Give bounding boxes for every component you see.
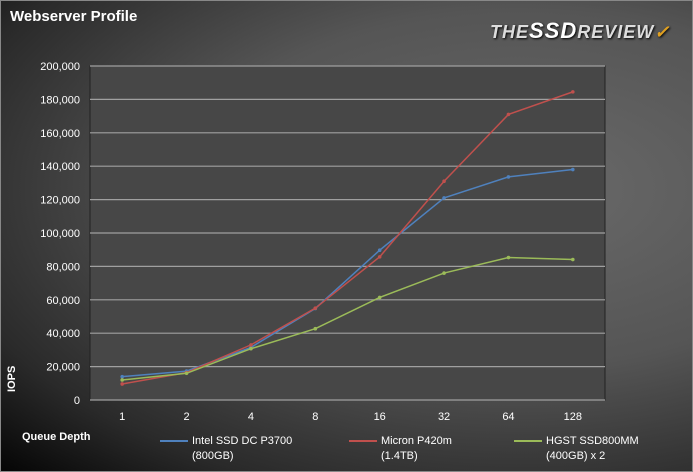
legend-item-intel: Intel SSD DC P3700 (800GB) [160, 434, 293, 464]
x-tick-label: 64 [502, 411, 514, 423]
data-point [249, 346, 253, 351]
x-tick-label: 8 [312, 411, 318, 423]
data-point [313, 306, 318, 310]
data-point [120, 382, 124, 386]
x-tick-label: 32 [438, 411, 450, 423]
data-point [442, 179, 446, 184]
data-point [249, 343, 253, 347]
chart-title: Webserver Profile [10, 8, 138, 25]
y-axis-label: IOPS [6, 365, 18, 392]
data-point [184, 371, 189, 376]
y-tick-label: 120,000 [40, 195, 80, 207]
data-point [442, 196, 446, 200]
x-axis-label: Queue Depth [22, 431, 91, 443]
data-point [377, 255, 382, 259]
legend-label: (400GB) x 2 [546, 450, 606, 462]
x-tick-label: 2 [184, 411, 190, 423]
legend-item-hgst: HGST SSD800MM (400GB) x 2 [514, 434, 639, 464]
logo: THESSDREVIEW✓ [490, 18, 671, 43]
series-line-1 [122, 91, 574, 385]
legend-label: (1.4TB) [381, 450, 418, 462]
data-point [506, 175, 511, 179]
legend-label: (800GB) [192, 450, 234, 462]
x-tick-label: 4 [248, 411, 254, 423]
y-tick-label: 40,000 [46, 328, 80, 340]
x-tick-label: 16 [374, 411, 386, 423]
y-tick-label: 200,000 [40, 61, 80, 73]
data-point [571, 167, 575, 172]
data-point [506, 112, 511, 117]
y-tick-label: 180,000 [40, 94, 80, 106]
data-point [120, 378, 124, 382]
data-point [377, 295, 382, 300]
legend-label: Micron P420m [381, 435, 452, 447]
y-tick-label: 100,000 [40, 228, 80, 240]
data-point [377, 248, 382, 253]
y-tick-label: 160,000 [40, 128, 80, 140]
data-point [120, 374, 124, 379]
y-tick-label: 0 [74, 395, 80, 407]
data-point [506, 255, 511, 260]
data-point [442, 271, 446, 275]
data-point [571, 257, 575, 262]
series-line-0 [122, 168, 573, 378]
data-point [313, 326, 318, 331]
legend-item-micron: Micron P420m (1.4TB) [349, 434, 452, 464]
y-tick-label: 140,000 [40, 161, 80, 173]
data-point [571, 90, 575, 94]
y-tick-label: 60,000 [46, 295, 80, 307]
x-tick-label: 128 [564, 411, 582, 423]
series-line-2 [122, 256, 573, 381]
legend-label: HGST SSD800MM [546, 435, 639, 447]
y-tick-label: 80,000 [46, 261, 80, 273]
x-tick-label: 1 [119, 411, 125, 423]
legend-label: Intel SSD DC P3700 [192, 435, 293, 447]
y-tick-label: 20,000 [46, 362, 80, 374]
